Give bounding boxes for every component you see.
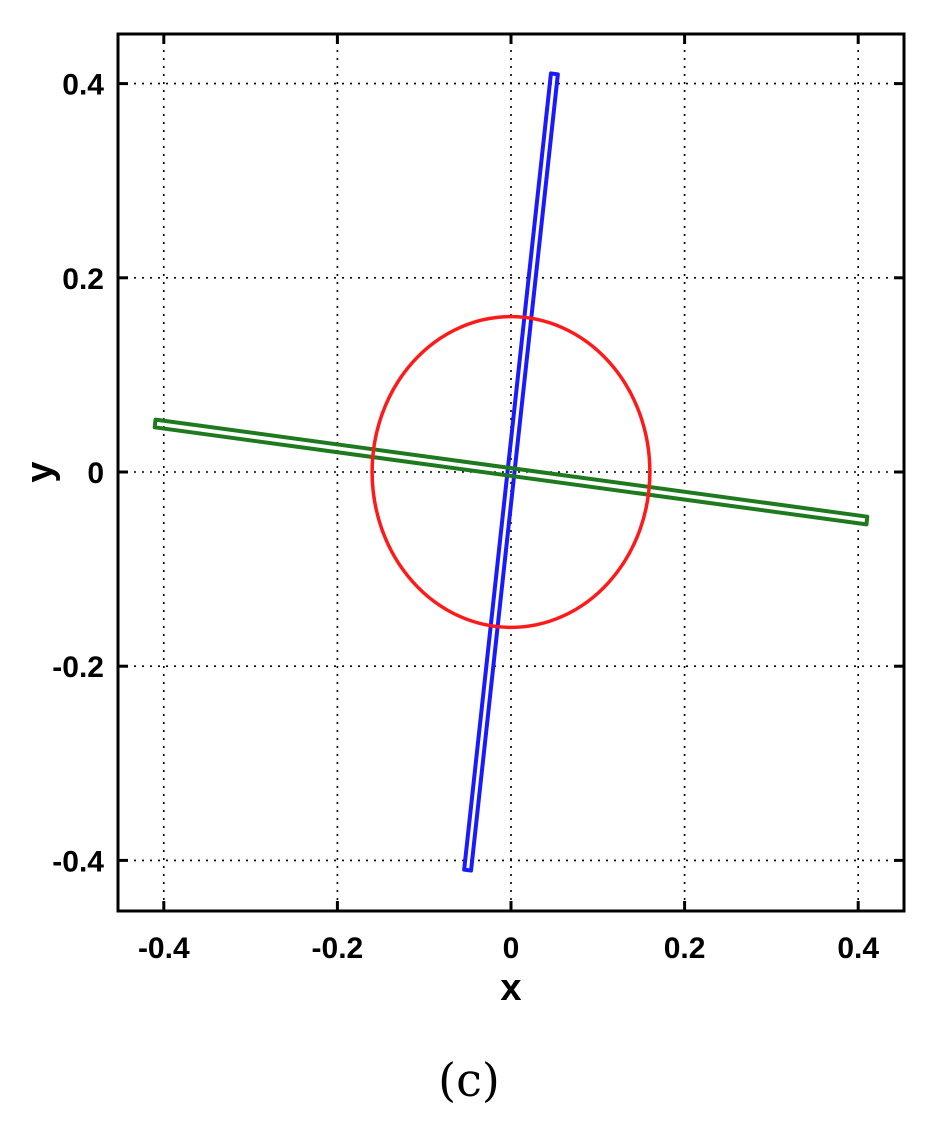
panel-label: (c): [438, 1053, 500, 1107]
y-axis-title: y: [19, 461, 61, 482]
series-loop-1: [462, 71, 560, 873]
y-tick-label: -0.4: [52, 845, 104, 878]
y-tick-label: -0.2: [52, 651, 104, 684]
x-tick-label: -0.4: [138, 932, 190, 965]
series-circle: [370, 314, 652, 630]
series-layer: [152, 71, 870, 873]
x-tick-label: 0.2: [664, 932, 706, 965]
y-tick-label: 0: [87, 457, 104, 490]
y-tick-label: 0.2: [62, 263, 104, 296]
ticks: [118, 34, 904, 911]
x-tick-label: 0.4: [837, 932, 879, 965]
x-tick-label: -0.2: [312, 932, 364, 965]
x-tick-label: 0: [503, 932, 520, 965]
tick-labels: -0.4 -0.2 0 0.2 0.4 -0.4 -0.2 0 0.2 0.4: [52, 69, 879, 965]
series-loop-2: [152, 417, 870, 527]
y-tick-label: 0.4: [62, 69, 104, 102]
x-axis-title: x: [500, 967, 521, 1009]
grid: [118, 34, 904, 911]
